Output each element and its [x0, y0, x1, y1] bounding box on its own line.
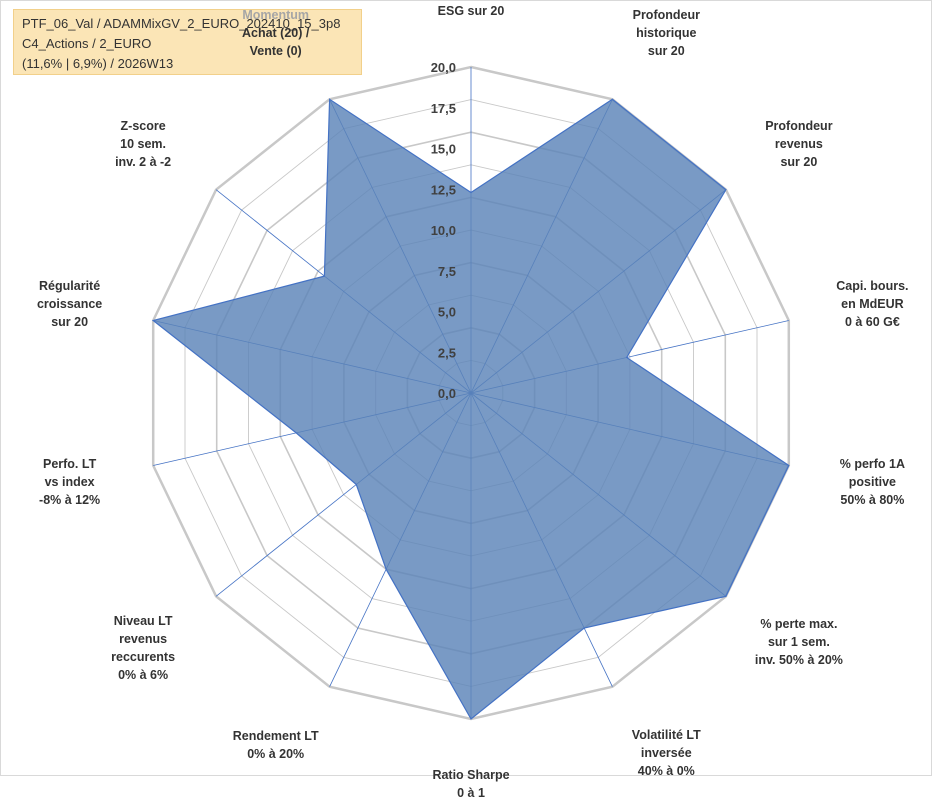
axis-label: % perte max. sur 1 sem. inv. 50% à 20%: [699, 615, 899, 669]
axis-label-line: 0% à 20%: [247, 747, 305, 762]
axis-label-line: 10 sem.: [120, 136, 167, 151]
portfolio-info-box: PTF_06_Val / ADAMMixGV_2_EURO_202410_15_…: [13, 9, 362, 75]
axis-label-line: sur 20: [51, 315, 89, 329]
axis-label-line: ESG sur 20: [437, 4, 505, 18]
tick-layer: 0,0 2,5 5,0 7,5 10,0 12,5 15,0 17,5 20,0: [431, 60, 456, 401]
tick-label: 12,5: [431, 182, 456, 197]
axis-label: % perfo 1A positive 50% à 80%: [772, 455, 932, 509]
axis-label-line: -8% à 12%: [39, 493, 101, 507]
axis-label-line: Profondeur: [632, 7, 700, 22]
axis-label-line: en MdEUR: [841, 297, 904, 311]
axis-label-line: revenus: [119, 632, 168, 646]
axis-label: Capi. bours. en MdEUR 0 à 60 G€: [772, 277, 932, 331]
axis-label-line: Profondeur: [765, 118, 833, 133]
axis-label-line: inv. 2 à -2: [115, 154, 172, 169]
radar-chart: 0,0 2,5 5,0 7,5 10,0 12,5 15,0 17,5 20,0: [151, 60, 791, 721]
axis-label-line: Rendement LT: [232, 729, 319, 744]
axis-label-line: % perfo 1A: [839, 457, 906, 471]
axis-label: Volatilité LT inversée 40% à 0%: [566, 726, 766, 780]
axis-group-label: Momentum: [242, 7, 310, 22]
axis-label-line: Capi. bours.: [836, 279, 909, 293]
axis-label-line: Vente (0): [249, 43, 302, 58]
axis-label-line: Perfo. LT: [42, 457, 97, 471]
axis-label-line: Achat (20) /: [241, 25, 310, 40]
axis-label: Z-score 10 sem. inv. 2 à -2: [43, 117, 243, 171]
tick-label: 0,0: [438, 386, 456, 401]
tick-label: 7,5: [438, 264, 456, 279]
axis-label: Momentum Achat (20) / Vente (0): [176, 6, 376, 60]
axis-label-line: 50% à 80%: [840, 493, 905, 507]
axis-label: Ratio Sharpe 0 à 1: [371, 766, 571, 802]
portfolio-category: C4_Actions / 2_EURO: [22, 36, 152, 51]
axis-label-line: Volatilité LT: [631, 728, 701, 743]
tick-label: 15,0: [431, 142, 456, 157]
axis-label-line: inversée: [640, 746, 692, 761]
axis-label-line: 0 à 1: [457, 786, 485, 800]
axis-label-line: % perte max.: [760, 617, 838, 632]
tick-label: 10,0: [431, 223, 456, 238]
series-layer: [151, 98, 790, 720]
axis-label-line: 0% à 6%: [118, 668, 169, 682]
portfolio-name: PTF_06_Val / ADAMMixGV_2_EURO_202410_15_…: [22, 16, 341, 31]
axis-label: Profondeur revenus sur 20: [699, 117, 899, 171]
tick-label: 2,5: [438, 345, 456, 360]
axis-label-line: positive: [848, 475, 897, 489]
axis-label: Rendement LT 0% à 20%: [176, 727, 376, 763]
axis-label: NoteESG sur 20: [371, 0, 571, 20]
axis-label-line: historique: [636, 25, 697, 40]
axis-label-line: vs index: [44, 475, 95, 489]
axis-label-line: 0 à 60 G€: [844, 315, 900, 329]
axis-label-line: sur 20: [647, 43, 685, 58]
axis-label-line: revenus: [774, 136, 823, 151]
axis-label: Régularité croissance sur 20: [0, 277, 170, 331]
axis-label-line: inv. 50% à 20%: [754, 653, 843, 668]
axis-label-line: Régularité: [39, 279, 101, 293]
axis-label-line: sur 20: [780, 154, 818, 169]
axis-label-line: Z-score: [120, 118, 166, 133]
tick-label: 20,0: [431, 60, 456, 75]
portfolio-stats: (11,6% | 6,9%) / 2026W13: [22, 56, 174, 71]
axis-label-line: reccurents: [111, 650, 176, 664]
axis-label-line: sur 1 sem.: [767, 635, 830, 650]
axis-label: Profondeur historique sur 20: [566, 6, 766, 60]
axis-label-line: Ratio Sharpe: [432, 768, 510, 782]
axis-label-line: Niveau LT: [113, 614, 173, 628]
axis-label-line: 40% à 0%: [637, 764, 695, 779]
series-area: [151, 98, 790, 720]
axis-label: Perfo. LT vs index -8% à 12%: [0, 455, 170, 509]
tick-label: 17,5: [431, 101, 456, 116]
tick-label: 5,0: [438, 305, 456, 320]
axis-label-line: croissance: [36, 297, 103, 311]
axis-label: Niveau LT revenus reccurents 0% à 6%: [43, 612, 243, 684]
